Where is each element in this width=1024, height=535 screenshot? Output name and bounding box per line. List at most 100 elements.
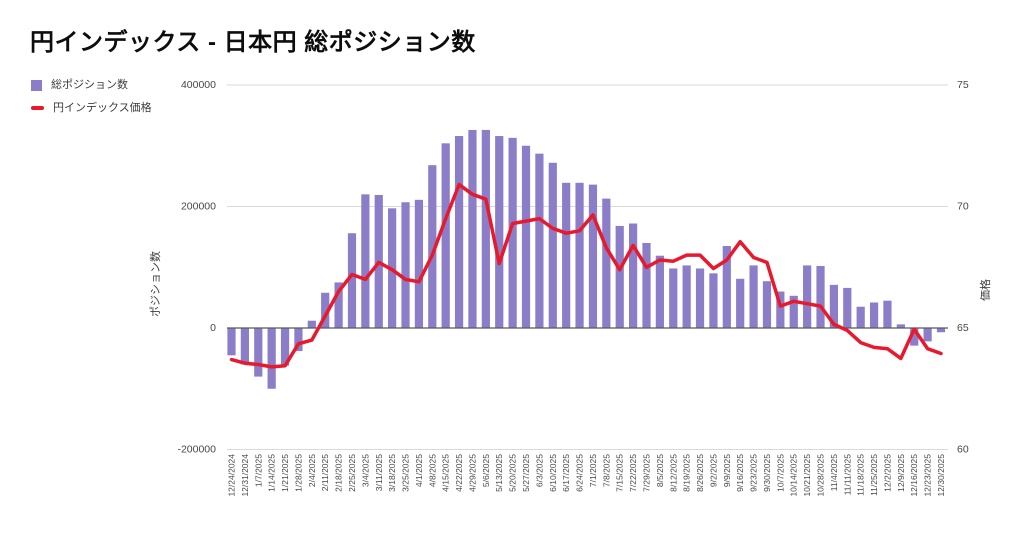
x-axis-tick: 12/31/2024 xyxy=(240,454,250,497)
legend-label-total-positions: 総ポジション数 xyxy=(51,79,128,91)
x-axis-tick: 12/9/2025 xyxy=(896,454,906,492)
yen-index-price-line xyxy=(229,182,943,369)
x-axis-tick: 7/29/2025 xyxy=(641,454,651,492)
x-axis-tick: 11/25/2025 xyxy=(869,454,879,496)
bar-total-positions xyxy=(428,165,437,328)
x-axis-tick: 8/5/2025 xyxy=(655,454,665,487)
bar-total-positions xyxy=(682,265,691,328)
bar-total-positions xyxy=(307,320,316,328)
x-axis-tick: 4/29/2025 xyxy=(467,454,477,492)
x-axis-tick: 9/23/2025 xyxy=(749,454,759,492)
x-axis-tick: 6/24/2025 xyxy=(575,454,585,492)
x-axis-tick: 3/18/2025 xyxy=(387,454,397,492)
x-axis-tick: 6/3/2025 xyxy=(534,454,544,487)
x-axis-tick: 2/18/2025 xyxy=(334,454,344,492)
line-series-swatch-icon xyxy=(31,106,44,110)
x-axis-tick: 9/16/2025 xyxy=(735,454,745,492)
x-axis-tick: 5/13/2025 xyxy=(494,454,504,492)
x-axis-tick: 2/11/2025 xyxy=(320,454,330,491)
bar-total-positions xyxy=(602,198,611,328)
x-axis-tick: 2/25/2025 xyxy=(347,454,357,492)
bar-total-positions xyxy=(883,300,892,328)
chart-title: 円インデックス - 日本円 総ポジション数 xyxy=(30,29,476,56)
bar-total-positions xyxy=(454,136,464,328)
x-axis-tick: 5/27/2025 xyxy=(521,454,531,492)
bar-total-positions xyxy=(334,282,343,328)
bar-total-positions xyxy=(776,291,785,328)
left-axis-tick: -200000 xyxy=(177,444,216,456)
bar-total-positions xyxy=(936,328,946,333)
x-axis-tick: 1/21/2025 xyxy=(280,454,290,492)
bar-total-positions xyxy=(321,292,330,328)
bar-total-positions xyxy=(803,265,812,328)
bar-total-positions xyxy=(227,328,236,356)
bar-total-positions xyxy=(615,225,624,328)
x-axis-tick: 1/14/2025 xyxy=(267,454,277,492)
x-axis-tick: 10/14/2025 xyxy=(789,454,799,497)
bar-total-positions xyxy=(816,266,825,328)
legend-label-yen-index-price: 円インデックス価格 xyxy=(53,102,152,114)
left-axis-tick: 200000 xyxy=(181,201,216,213)
left-axis-tick: 0 xyxy=(210,322,216,334)
bar-total-positions xyxy=(669,268,678,328)
legend-item-total-positions: 総ポジション数 xyxy=(31,78,152,92)
bar-total-positions xyxy=(548,162,557,328)
x-axis-tick: 8/19/2025 xyxy=(682,454,692,492)
x-axis-tick: 4/1/2025 xyxy=(414,454,424,487)
bar-total-positions xyxy=(749,265,758,328)
bar-total-positions xyxy=(495,136,504,328)
x-axis-tick: 4/8/2025 xyxy=(427,454,437,487)
bar-total-positions xyxy=(843,287,852,328)
x-axis-tick: 8/12/2025 xyxy=(668,454,678,492)
x-axis-tick: 10/7/2025 xyxy=(775,454,785,492)
x-axis-tick: 12/23/2025 xyxy=(923,454,933,497)
x-axis-tick: 2/4/2025 xyxy=(307,454,317,487)
x-axis-tick: 3/11/2025 xyxy=(374,454,384,491)
bar-total-positions xyxy=(535,153,544,328)
bar-total-positions xyxy=(562,182,571,328)
x-axis-tick: 12/30/2025 xyxy=(936,454,946,497)
bar-total-positions xyxy=(722,245,731,328)
x-axis-tick: 7/15/2025 xyxy=(615,454,625,492)
chart-legend: 総ポジション数 円インデックス価格 xyxy=(31,78,152,124)
bar-total-positions xyxy=(441,143,450,328)
right-axis-title: 価格 xyxy=(978,279,992,301)
bar-total-positions xyxy=(468,129,477,328)
x-axis-tick: 12/24/2024 xyxy=(227,454,237,497)
bar-total-positions xyxy=(856,306,865,328)
x-axis-tick: 11/11/2025 xyxy=(842,454,852,496)
x-axis-tick: 5/6/2025 xyxy=(481,454,491,487)
right-axis-tick: 60 xyxy=(957,444,969,456)
x-axis-tick: 11/18/2025 xyxy=(856,454,866,496)
bar-total-positions xyxy=(347,233,357,328)
x-axis-tick: 5/20/2025 xyxy=(508,454,518,492)
bar-total-positions xyxy=(508,137,517,328)
bar-total-positions xyxy=(361,194,370,328)
bar-total-positions xyxy=(575,182,584,328)
x-axis-tick: 3/4/2025 xyxy=(360,454,370,487)
bar-total-positions xyxy=(869,302,879,328)
bar-total-positions xyxy=(294,328,303,352)
right-axis-tick: 75 xyxy=(957,79,969,91)
bar-total-positions xyxy=(829,284,839,328)
x-axis-tick: 10/28/2025 xyxy=(816,454,826,497)
x-axis-tick: 3/25/2025 xyxy=(401,454,411,492)
left-axis-tick: 400000 xyxy=(181,79,216,91)
x-axis-tick: 7/1/2025 xyxy=(588,454,598,487)
bar-total-positions xyxy=(896,324,905,328)
bar-total-positions xyxy=(642,242,651,328)
right-axis-tick: 65 xyxy=(957,322,969,334)
x-axis-tick: 9/9/2025 xyxy=(722,454,732,487)
x-axis-tick: 9/2/2025 xyxy=(708,454,718,487)
bar-total-positions xyxy=(695,268,705,328)
bar-total-positions xyxy=(629,223,638,328)
x-axis-tick: 1/28/2025 xyxy=(293,454,303,492)
bar-total-positions xyxy=(240,328,249,365)
bar-total-positions xyxy=(588,184,598,328)
x-axis-tick: 7/8/2025 xyxy=(601,454,611,487)
bar-total-positions xyxy=(254,328,263,377)
x-axis-tick: 8/26/2025 xyxy=(695,454,705,492)
bar-total-positions xyxy=(267,328,276,389)
x-axis-tick: 6/10/2025 xyxy=(548,454,558,492)
